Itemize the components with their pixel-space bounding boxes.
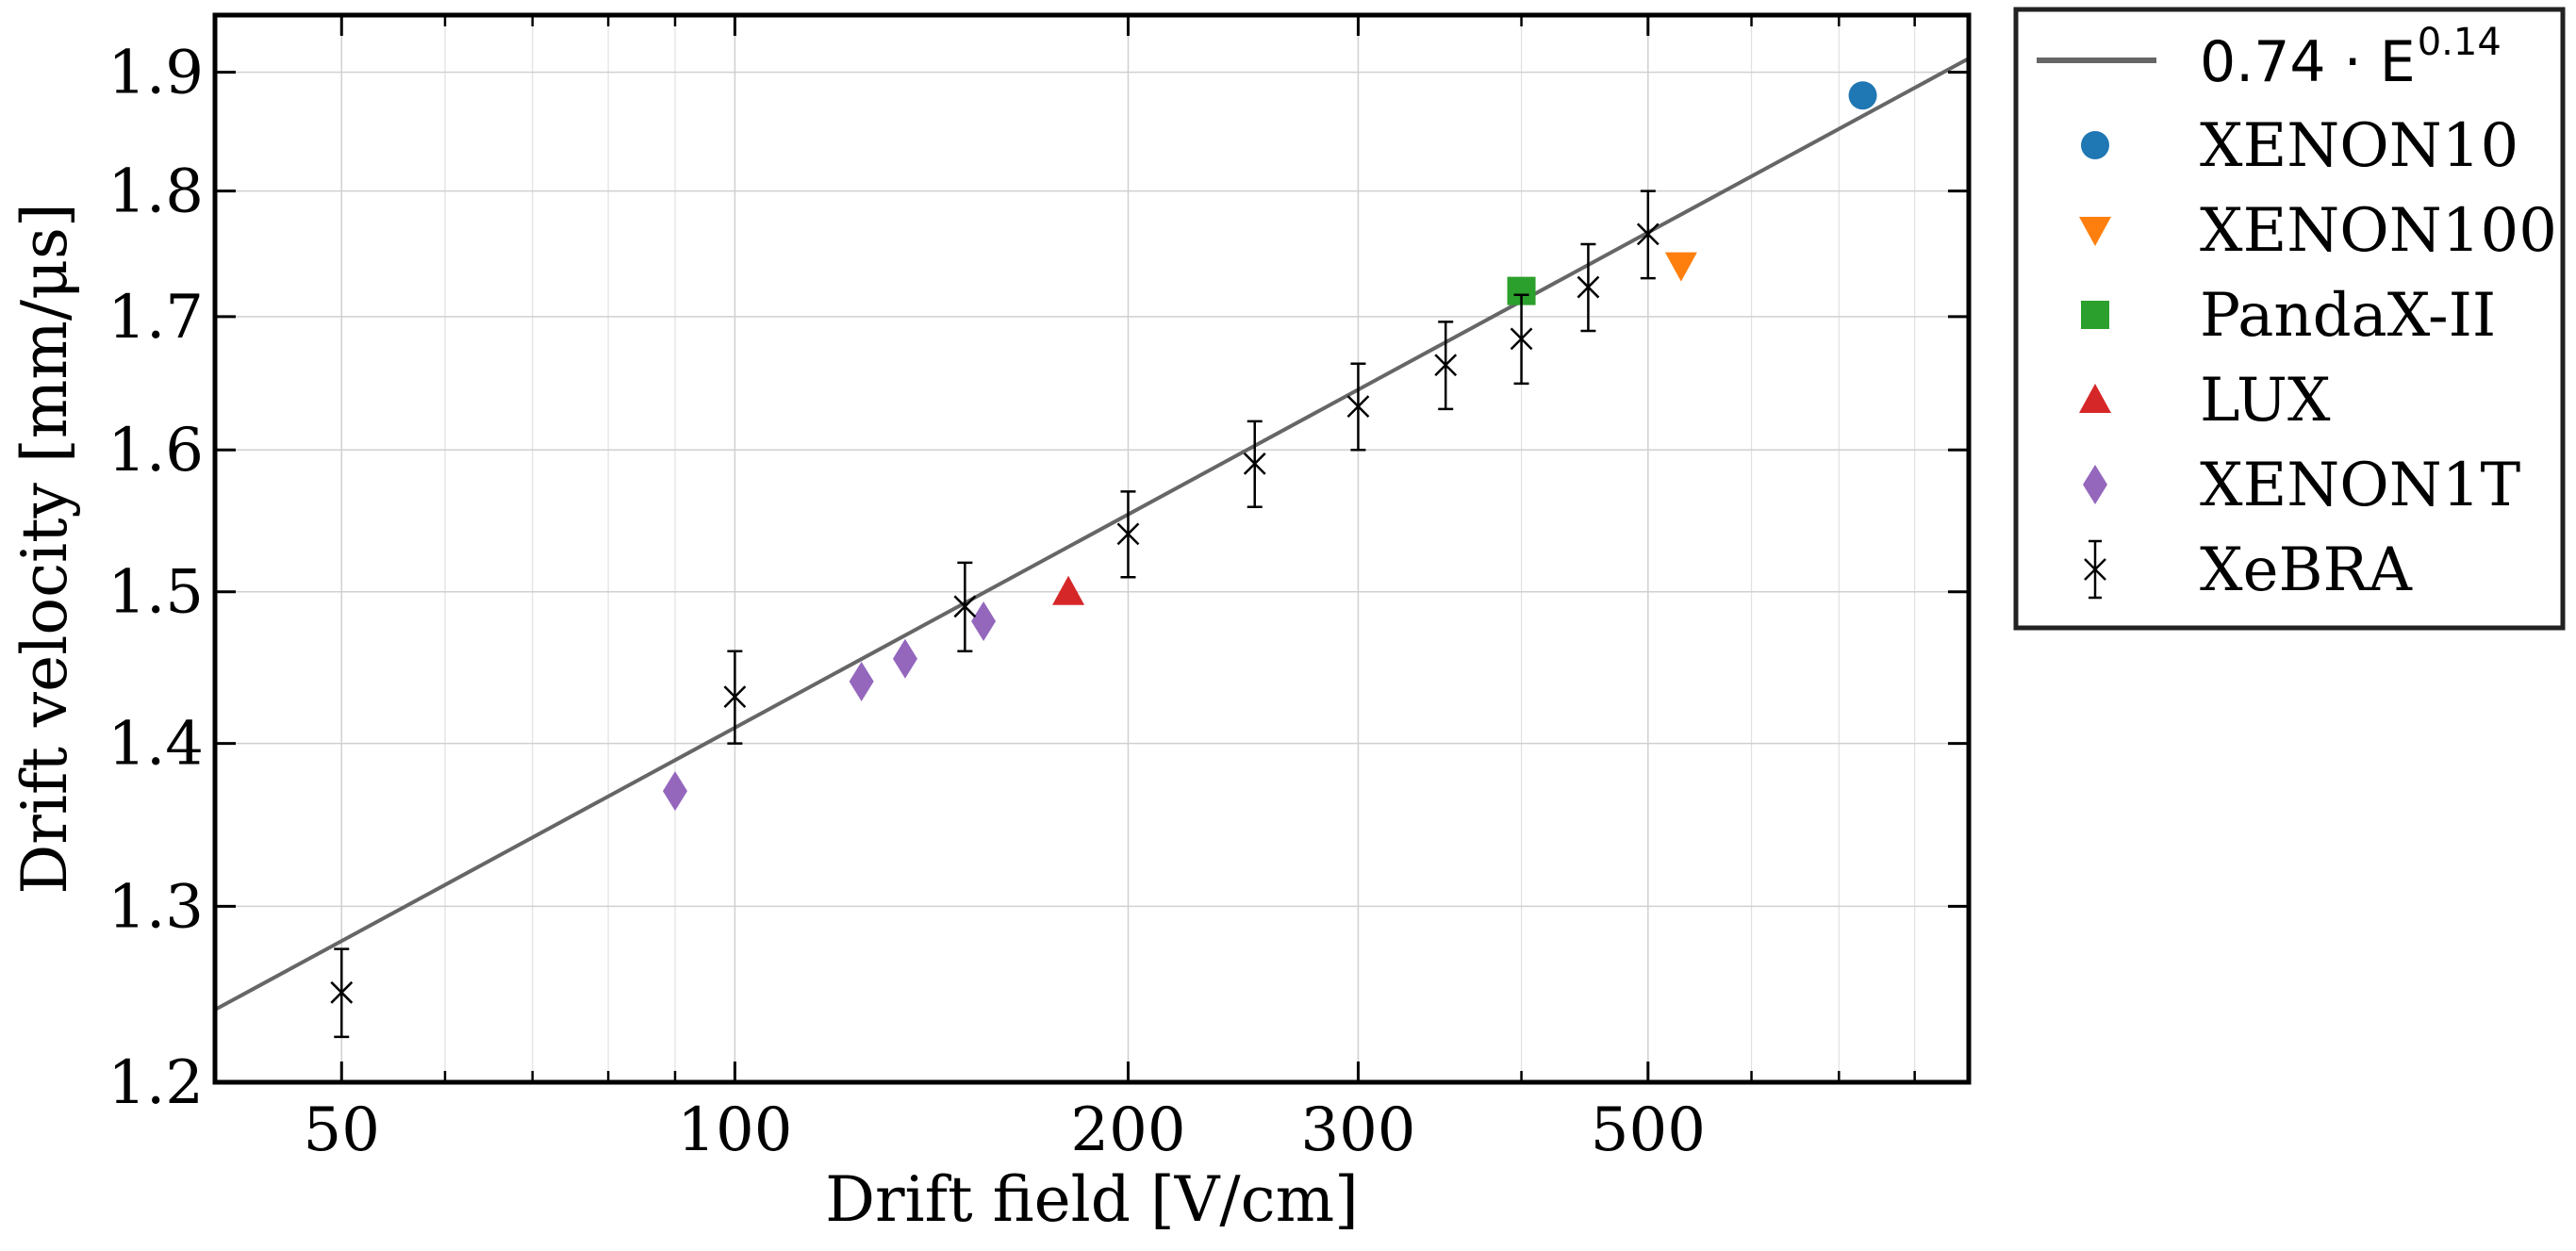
legend-entry-pandax-ii: PandaX-II (2081, 281, 2496, 351)
fit-layer (214, 57, 1970, 1012)
xebra-point (953, 595, 977, 618)
legend-label-xebra: XeBRA (2200, 535, 2413, 605)
axis-ticks (213, 15, 1969, 1084)
x-marker-stroke (953, 595, 977, 618)
legend-marker-xebra (2084, 558, 2106, 581)
x-tick-label: 50 (304, 1095, 380, 1165)
legend: 0.74 · E 0.14 XENON10 XENON100 PandaX-II LUX X… (2013, 7, 2566, 631)
legend-entry-xenon100: XENON100 (2079, 196, 2557, 266)
y-axis-label: Drift velocity [mm/μs] (8, 203, 81, 894)
xebra-point (1577, 275, 1600, 299)
y-tick-label: 1.2 (107, 1048, 204, 1118)
x-marker-stroke (2084, 558, 2106, 581)
x-marker-stroke (1434, 354, 1458, 377)
x-marker-stroke (1116, 522, 1140, 546)
legend-label-xenon100: XENON100 (2200, 196, 2557, 266)
x-marker-stroke (1577, 275, 1600, 299)
legend-entry-xenon1t: XENON1T (2083, 451, 2520, 520)
y-tick-label: 1.7 (107, 283, 204, 353)
xebra-point (1116, 522, 1140, 546)
y-tick-label: 1.8 (107, 157, 204, 227)
legend-marker-xenon1t (2083, 465, 2107, 504)
legend-entry-lux: LUX (2079, 366, 2331, 436)
y-tick-label: 1.6 (107, 416, 204, 486)
legend-label-xenon10: XENON10 (2200, 111, 2518, 181)
y-tick-label: 1.5 (107, 558, 204, 628)
x-tick-label: 300 (1300, 1095, 1415, 1165)
plot-frame (212, 12, 1972, 1085)
xenon1t-point (892, 638, 917, 679)
legend-marker-xenon100 (2079, 217, 2111, 246)
legend-entry-xebra: XeBRA (2084, 535, 2413, 605)
legend-entry-xenon10: XENON10 (2081, 111, 2518, 181)
lux-point (1052, 575, 1085, 605)
x-marker-stroke (330, 980, 354, 1004)
x-tick-label: 100 (677, 1095, 792, 1165)
legend-fit-exponent: 0.14 (2418, 21, 2502, 64)
legend-fit-label: 0.74 · E (2200, 29, 2416, 95)
xebra-point (1434, 354, 1458, 377)
legend-label-xenon1t: XENON1T (2200, 451, 2520, 520)
xenon10-point (1848, 81, 1877, 110)
xebra-point (1636, 222, 1660, 246)
xebra-point (1346, 395, 1370, 418)
legend-label-lux: LUX (2200, 366, 2331, 436)
xebra-point (723, 685, 747, 709)
x-marker-stroke (1510, 327, 1533, 351)
xenon1t-point (849, 661, 874, 701)
xenon1t-point (971, 601, 997, 642)
legend-items: 0.74 · E 0.14 XENON10 XENON100 PandaX-II LUX X… (2037, 21, 2557, 605)
xebra-point (1510, 327, 1533, 351)
tick-labels: 50 100 200 300 500 1.2 1.3 1.4 1.5 1.6 1.7 1.8 1.9 (107, 39, 1706, 1165)
x-marker-stroke (1243, 452, 1266, 475)
x-tick-label: 500 (1591, 1095, 1706, 1165)
legend-label-pandax-ii: PandaX-II (2200, 281, 2496, 351)
y-tick-label: 1.4 (107, 710, 204, 780)
xenon100-point (1664, 252, 1697, 282)
xebra-point (330, 980, 354, 1004)
points-layer (330, 81, 1877, 1039)
legend-marker-lux (2079, 384, 2111, 413)
x-marker-stroke (1636, 222, 1660, 246)
x-marker-stroke (723, 685, 747, 709)
legend-marker-pandax-ii (2081, 301, 2109, 329)
y-tick-label: 1.3 (107, 872, 204, 942)
xenon1t-point (662, 771, 687, 812)
y-tick-label: 1.9 (107, 39, 204, 108)
fit-line (214, 57, 1970, 1012)
legend-marker-xenon10 (2081, 131, 2109, 159)
xebra-point (1243, 452, 1266, 475)
x-marker-stroke (1346, 395, 1370, 418)
x-tick-label: 200 (1070, 1095, 1185, 1165)
legend-entry-fit: 0.74 · E 0.14 (2037, 21, 2502, 95)
x-axis-label: Drift field [V/cm] (825, 1163, 1359, 1236)
